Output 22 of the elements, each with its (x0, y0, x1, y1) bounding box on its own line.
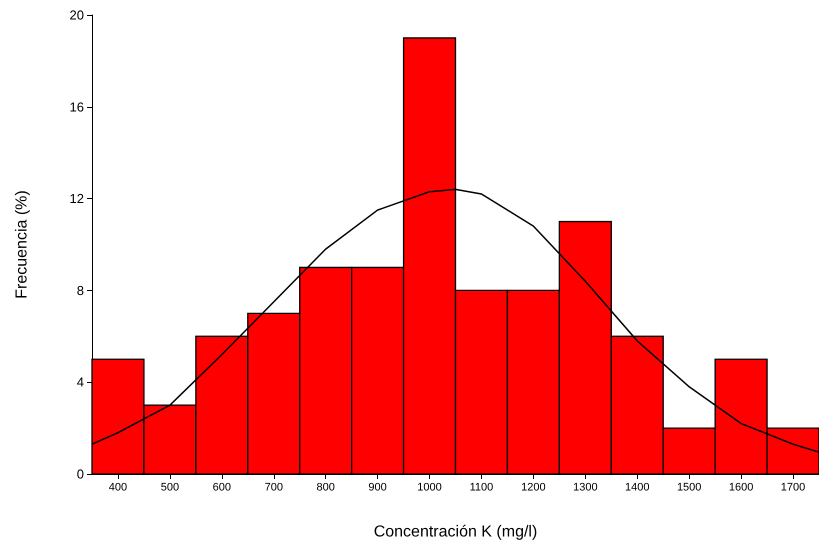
y-tick-label: 4 (76, 374, 84, 390)
x-tick-label: 1700 (780, 482, 806, 494)
x-tick-label: 1600 (728, 482, 754, 494)
x-axis-title: Concentración K (mg/l) (374, 524, 538, 540)
x-tick-label: 1500 (676, 482, 702, 494)
x-tick-label: 500 (160, 482, 180, 494)
x-tick-label: 1100 (470, 482, 494, 494)
x-tick-label: 800 (316, 482, 335, 494)
y-tick-label: 12 (70, 191, 84, 206)
x-tick-label: 400 (108, 482, 128, 494)
y-axis-title: Frecuencia (%) (14, 190, 30, 299)
x-tick-label: 900 (368, 482, 387, 494)
x-tick-label: 1400 (625, 482, 650, 494)
x-tick-label: 1300 (573, 482, 598, 494)
x-tick-label: 700 (264, 482, 283, 494)
y-tick-label: 20 (70, 8, 84, 22)
y-tick-label: 16 (70, 99, 84, 114)
y-tick-label: 0 (76, 466, 84, 482)
y-tick-label: 8 (76, 282, 84, 298)
x-tick-label: 1000 (417, 482, 442, 494)
x-tick-label: 1200 (521, 482, 546, 494)
x-tick-label: 600 (212, 482, 231, 494)
